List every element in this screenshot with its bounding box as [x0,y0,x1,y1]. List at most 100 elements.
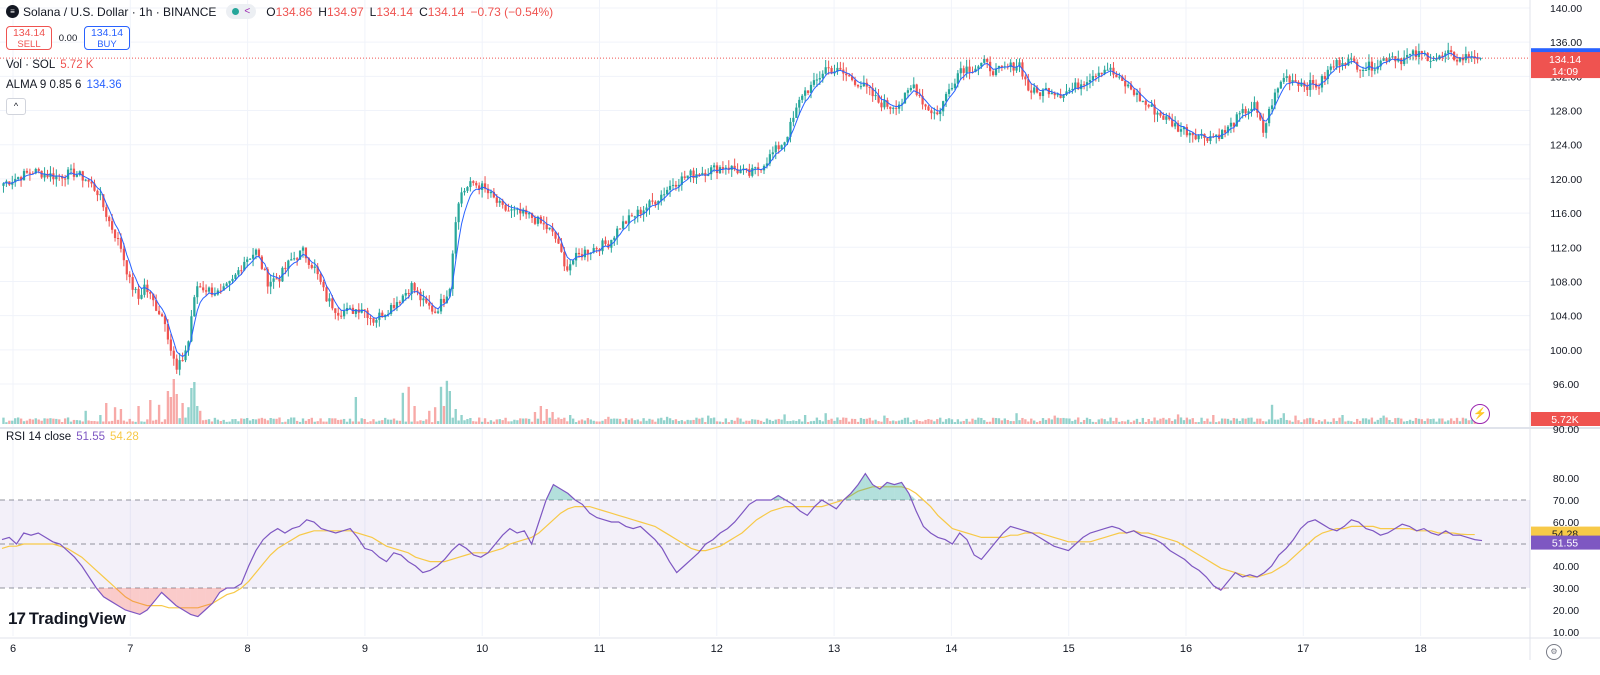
candle-body [234,274,237,279]
candle-body [111,221,114,230]
candle-body [522,209,525,214]
volume-bar [830,418,833,424]
volume-bar [1397,417,1400,424]
candle-body [237,270,240,275]
buy-button[interactable]: 134.14 BUY [84,26,130,50]
volume-bar [613,418,616,424]
candle [113,228,117,242]
volume-bar [463,420,466,424]
candle [96,189,99,202]
candle [72,162,76,181]
volume-bar [1449,418,1453,424]
rsi-legend[interactable]: RSI 14 close 51.55 54.28 [6,431,139,443]
volume-bar [52,418,55,424]
candle-body [1059,94,1062,98]
volume-bar [815,417,819,424]
volume-bar [1220,418,1224,424]
volume-bar [953,422,957,424]
candle [1085,76,1089,92]
candle-body [806,90,810,93]
candle [845,67,848,82]
volume-bar [28,418,32,424]
candle [1174,116,1177,130]
candle-body [134,288,137,290]
candle [1135,88,1139,103]
volume-bar [1047,418,1051,424]
rsi-tick-label: 40.00 [1553,561,1579,573]
candle-body [193,297,196,317]
candle [645,203,648,217]
candle [924,103,927,110]
candle-body [554,231,557,239]
candle [210,283,214,298]
candle-body [166,324,170,340]
volume-bar [1270,404,1274,424]
volume-bar [533,412,537,424]
candle-body [921,95,924,105]
volume-bar [962,420,965,424]
volume-bar [968,421,971,424]
volume-bar [81,421,84,424]
gear-icon[interactable]: ⚙ [1546,644,1562,660]
volume-bar [1388,419,1391,424]
candle [619,228,622,230]
symbol-title[interactable]: Solana / U.S. Dollar · 1h · BINANCE [23,4,217,19]
lightning-icon[interactable]: ⚡ [1470,404,1490,424]
candle [1112,62,1115,79]
candle-body [645,207,648,211]
candle [701,166,704,176]
volume-bar [1012,421,1015,424]
candle-body [140,294,143,299]
volume-bar [1106,421,1109,424]
candle-body [489,191,493,194]
volume-bar [718,421,722,424]
volume-bar [134,421,137,424]
volume-bar [1212,415,1215,424]
candle [1391,52,1394,58]
rsi-oversold-fill [197,588,206,617]
candle-body [551,227,554,232]
tradingview-logo[interactable]: 17 TradingView [8,609,126,629]
candle-body [240,270,243,272]
candle [1244,106,1247,118]
candle-body [1373,69,1376,71]
volume-bar [1429,419,1432,424]
candle-body [1312,80,1315,84]
candle-body [1036,87,1039,93]
volume-bar [237,421,240,424]
volume-label: Vol · SOL [6,59,56,71]
volume-tick-label: 90.00 [1553,424,1579,436]
candle [231,274,234,284]
volume-bar [492,421,496,424]
candle-body [824,67,827,74]
volume-bar [1024,419,1027,424]
candle [721,161,725,174]
volume-bar [994,418,998,424]
market-open-dot-icon [232,8,240,15]
candle [275,273,278,280]
candle [827,60,830,75]
candle-body [334,308,337,313]
volume-bar [172,379,175,424]
volume-bar [818,420,821,424]
collapse-legend-button[interactable]: ^ [6,98,26,115]
candle-body [1159,112,1162,116]
candle-body [804,90,807,96]
candle-body [1320,76,1324,88]
sell-button[interactable]: 134.14 SELL [6,26,52,50]
volume-bar [733,420,736,424]
volume-bar [1044,419,1048,424]
candle [736,163,739,175]
volume-legend[interactable]: Vol · SOL 5.72 K [6,59,93,71]
market-status-pill[interactable]: < [226,4,257,19]
volume-bar [739,418,742,424]
candle-body [915,84,918,95]
candle-body [1100,72,1103,75]
volume-bar [460,415,463,424]
volume-bar [903,417,907,424]
volume-bar [1100,418,1103,424]
volume-bar [1361,418,1365,424]
candle-body [566,266,569,271]
alma-legend[interactable]: ALMA 9 0.85 6 134.36 [6,79,122,91]
